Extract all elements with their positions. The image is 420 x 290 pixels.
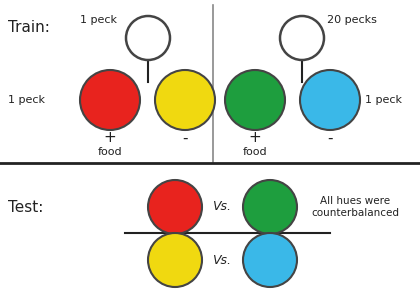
Text: Vs.: Vs. bbox=[213, 200, 231, 213]
Circle shape bbox=[243, 233, 297, 287]
Text: food: food bbox=[243, 147, 267, 157]
Circle shape bbox=[148, 233, 202, 287]
Text: food: food bbox=[98, 147, 122, 157]
Circle shape bbox=[80, 70, 140, 130]
Text: Vs.: Vs. bbox=[213, 253, 231, 267]
Text: Train:: Train: bbox=[8, 21, 50, 35]
Text: 1 peck: 1 peck bbox=[80, 15, 117, 25]
Text: Test:: Test: bbox=[8, 200, 43, 215]
Text: +: + bbox=[249, 130, 261, 146]
Text: -: - bbox=[327, 130, 333, 146]
Circle shape bbox=[148, 180, 202, 234]
Circle shape bbox=[225, 70, 285, 130]
Text: 20 pecks: 20 pecks bbox=[327, 15, 377, 25]
Circle shape bbox=[155, 70, 215, 130]
Text: 1 peck: 1 peck bbox=[8, 95, 45, 105]
Text: 1 peck: 1 peck bbox=[365, 95, 402, 105]
Circle shape bbox=[243, 180, 297, 234]
Circle shape bbox=[300, 70, 360, 130]
Text: All hues were
counterbalanced: All hues were counterbalanced bbox=[311, 196, 399, 218]
Circle shape bbox=[280, 16, 324, 60]
Text: -: - bbox=[182, 130, 188, 146]
Text: +: + bbox=[104, 130, 116, 146]
Circle shape bbox=[126, 16, 170, 60]
